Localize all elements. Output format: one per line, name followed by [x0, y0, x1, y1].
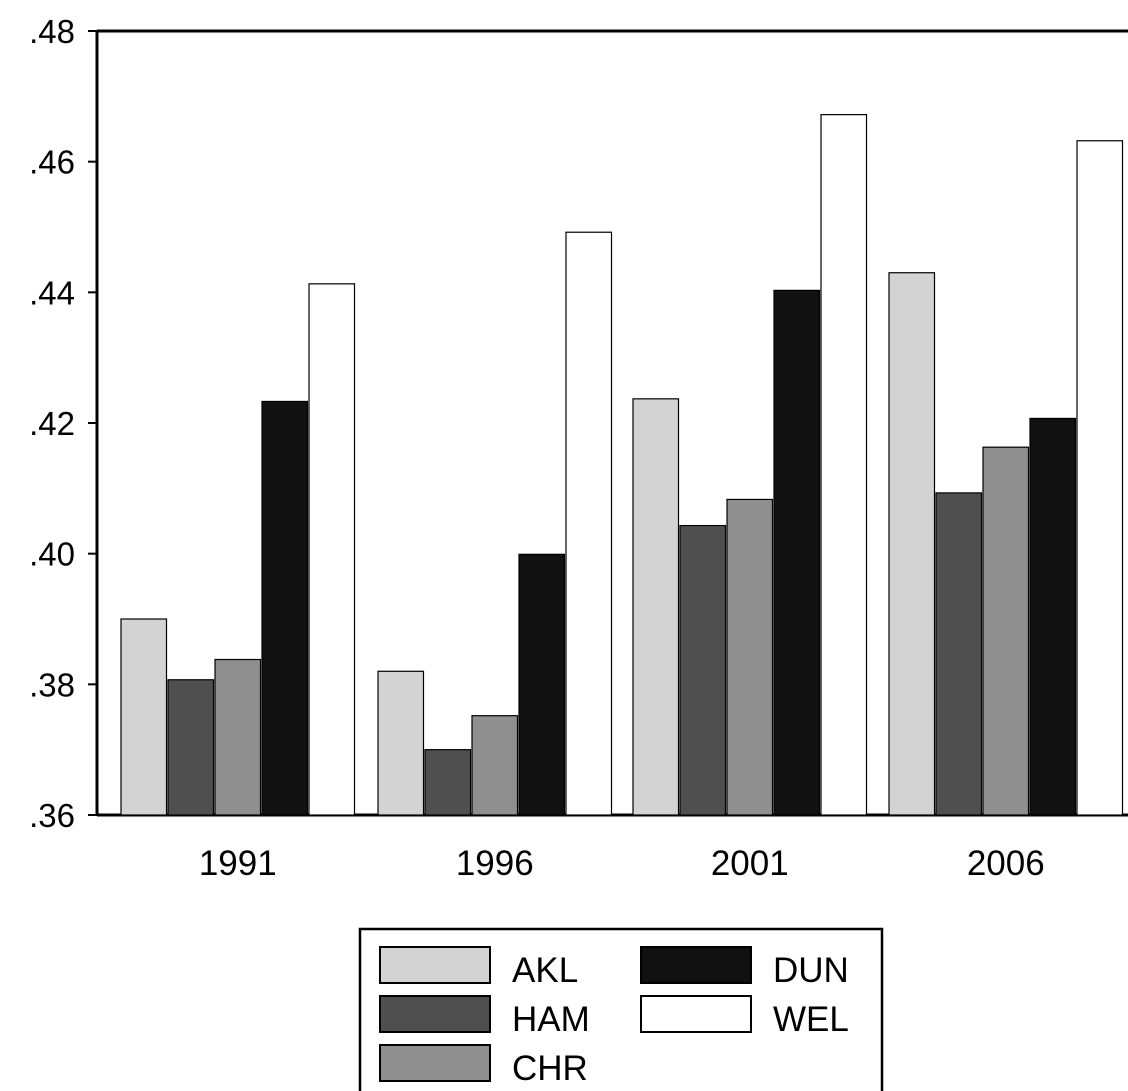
x-category-label: 2001: [711, 844, 789, 883]
bar: [1076, 140, 1124, 816]
bar: [1029, 417, 1077, 816]
bars-group: [120, 114, 1124, 816]
legend-label: AKL: [512, 951, 578, 990]
bar: [726, 498, 774, 816]
legend-label: HAM: [512, 1000, 590, 1039]
legend-swatch: [379, 1044, 491, 1082]
y-tick-label: .36: [29, 797, 75, 834]
bar: [167, 679, 215, 816]
bar: [214, 658, 262, 816]
bar: [261, 400, 309, 816]
y-tick-label: .40: [29, 536, 75, 573]
x-category-label: 2006: [967, 844, 1045, 883]
bar: [773, 289, 821, 816]
y-tick-label: .42: [29, 405, 75, 442]
bar: [518, 553, 566, 816]
x-category-label: 1996: [456, 844, 534, 883]
legend-label: WEL: [773, 1000, 849, 1039]
y-tick-label: .48: [29, 13, 75, 50]
bar: [471, 715, 519, 816]
bar: [424, 749, 472, 816]
legend: AKL HAM CHR DUN WEL: [358, 927, 884, 1091]
y-tick-label: .46: [29, 144, 75, 181]
x-axis: 1991 1996 2001 2006: [199, 844, 1045, 883]
y-axis: .36 .38 .40 .42 .44 .46 .48: [29, 13, 97, 834]
bar: [308, 283, 356, 816]
x-category-label: 1991: [199, 844, 277, 883]
bar: [679, 524, 727, 816]
bar: [935, 492, 983, 816]
bar: [820, 114, 868, 816]
bar: [888, 272, 936, 816]
legend-swatch: [640, 995, 752, 1033]
bar: [377, 670, 425, 816]
legend-swatch: [640, 946, 752, 984]
bar: [982, 446, 1030, 816]
y-tick-label: .44: [29, 274, 75, 311]
bar: [120, 618, 168, 816]
legend-swatch: [379, 946, 491, 984]
legend-swatch: [379, 995, 491, 1033]
y-tick-label: .38: [29, 666, 75, 703]
legend-label: CHR: [512, 1049, 588, 1088]
bar: [632, 398, 680, 816]
legend-label: DUN: [773, 951, 849, 990]
bar: [565, 231, 613, 816]
